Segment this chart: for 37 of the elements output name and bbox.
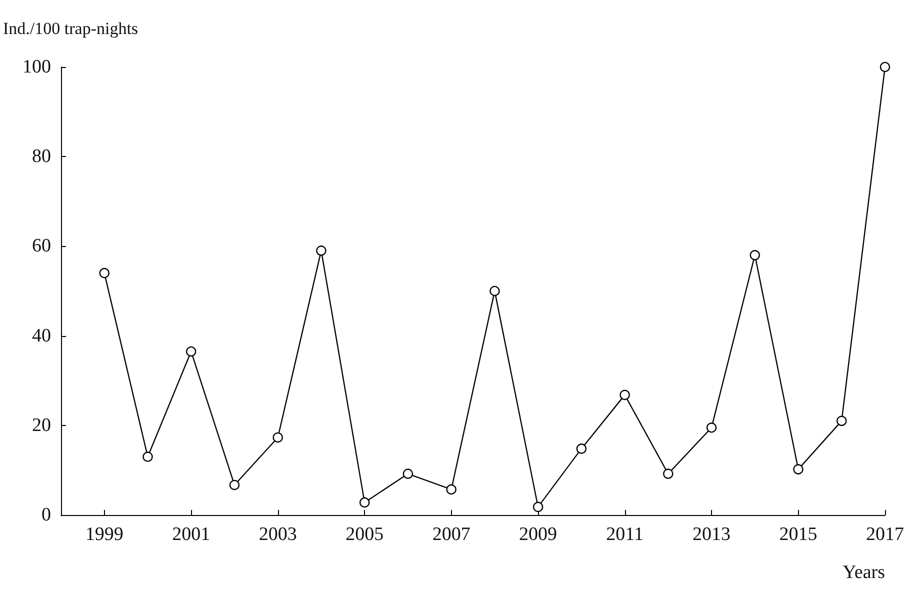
point <box>402 468 414 479</box>
point <box>142 452 153 462</box>
x-tick-label: 2009 <box>519 524 558 545</box>
x-tick-label: 2015 <box>779 524 818 545</box>
point <box>706 422 717 433</box>
point <box>229 480 240 490</box>
x-tick-label: 2013 <box>692 524 731 545</box>
point <box>316 246 326 256</box>
point <box>663 468 674 479</box>
point <box>272 432 283 443</box>
y-tick-label: 40 <box>32 325 51 346</box>
x-tick-label: 2011 <box>606 524 644 545</box>
x-tick-label: 2003 <box>258 524 297 545</box>
point <box>532 502 544 512</box>
point <box>576 444 587 454</box>
point <box>620 390 630 400</box>
x-tick-label: 2001 <box>172 524 210 545</box>
y-axis-title: Ind./100 trap-nights <box>3 19 138 38</box>
point <box>446 484 456 495</box>
point <box>490 286 500 296</box>
y-tick-label: 0 <box>42 504 51 526</box>
x-tick-label: 2017 <box>866 524 904 545</box>
y-tick-label: 60 <box>32 236 51 257</box>
x-tick-label: 2005 <box>346 524 384 545</box>
point <box>880 62 890 72</box>
x-tick-label: 2007 <box>432 524 470 545</box>
y-tick-label: 100 <box>22 56 51 78</box>
x-axis-title: Years <box>842 562 885 583</box>
point <box>99 268 110 278</box>
y-tick-label: 20 <box>32 414 51 436</box>
point <box>793 464 804 474</box>
point <box>836 416 847 426</box>
x-tick-label: 1999 <box>85 524 124 545</box>
y-tick-label: 80 <box>32 146 51 168</box>
point <box>750 250 760 260</box>
point <box>186 346 196 357</box>
point <box>359 497 370 508</box>
